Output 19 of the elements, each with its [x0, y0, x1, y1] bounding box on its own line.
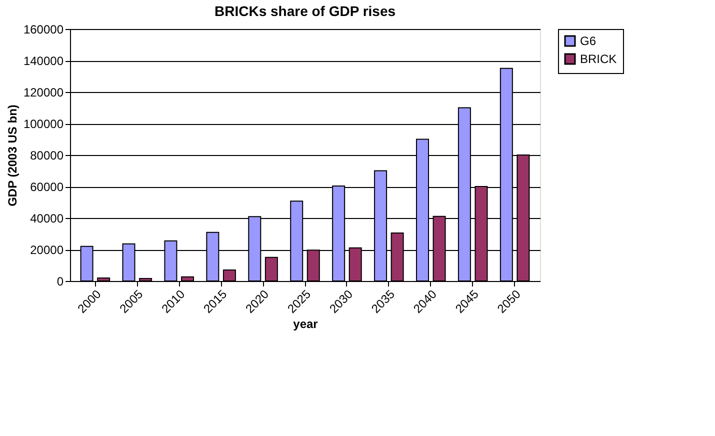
- y-tick-label: 40000: [30, 212, 64, 226]
- y-tick-label: 120000: [23, 86, 64, 100]
- y-tick-label: 80000: [30, 148, 64, 162]
- y-tick-label: 140000: [23, 54, 64, 68]
- bar: [139, 278, 152, 282]
- y-axis-title: GDP (2003 US bn): [5, 104, 20, 206]
- y-tick-label: 20000: [30, 243, 64, 257]
- x-axis-title: year: [293, 317, 318, 332]
- y-tick-label: 160000: [23, 22, 64, 36]
- bar: [97, 278, 110, 282]
- bar: [222, 269, 236, 282]
- legend-label: BRICK: [580, 52, 617, 66]
- bar: [181, 276, 194, 282]
- y-tick-label: 100000: [23, 117, 64, 131]
- y-tick-label: 0: [56, 274, 64, 288]
- bar: [264, 256, 278, 282]
- y-tick-label: 60000: [30, 180, 64, 194]
- legend-label: G6: [580, 34, 596, 48]
- chart-title: BRICKs share of GDP rises: [214, 3, 396, 19]
